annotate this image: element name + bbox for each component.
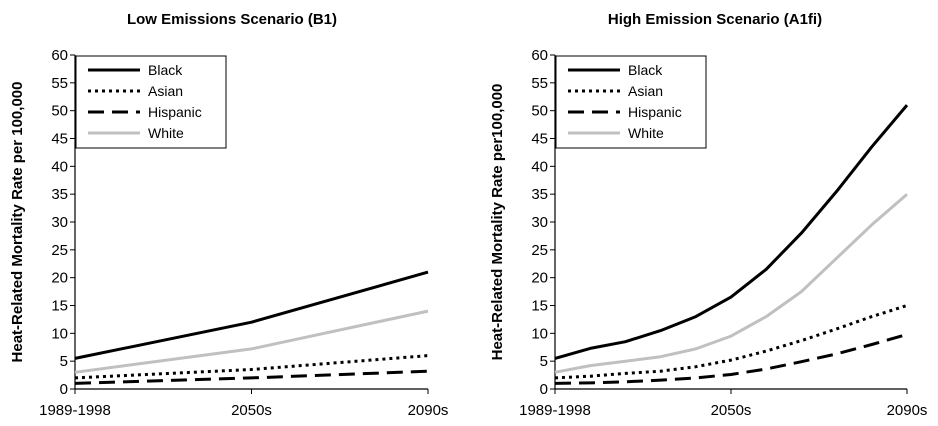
y-tick-label: 30: [51, 214, 68, 231]
y-tick-label: 30: [531, 214, 548, 231]
series-line-black: [554, 104, 909, 360]
y-tick-label: 5: [540, 353, 548, 370]
y-tick-label: 40: [51, 158, 68, 175]
x-tick-label: 2050s: [231, 402, 272, 419]
series-line-black: [74, 270, 429, 360]
legend-label-hispanic: Hispanic: [628, 104, 682, 120]
x-tick-label: 1989-1998: [39, 402, 111, 419]
y-tick-label: 45: [531, 131, 548, 148]
y-tick-label: 15: [51, 298, 68, 315]
series-line-hispanic: [554, 332, 908, 385]
y-tick-label: 35: [531, 186, 548, 203]
y-tick-label: 55: [51, 75, 68, 92]
y-tick-label: 10: [531, 325, 548, 342]
chart-1: Low Emissions Scenario (B1) Heat-Related …: [9, 11, 448, 419]
y-tick-label: 0: [540, 381, 548, 398]
y-tick-label: 10: [51, 325, 68, 342]
y-tick-label: 25: [531, 242, 548, 259]
x-tick-label: 2050s: [711, 402, 752, 419]
legend: Black Asian Hispanic White: [75, 55, 227, 149]
legend-label-white: White: [628, 125, 664, 141]
x-tick-label: 2090s: [887, 402, 928, 419]
y-tick-label: 55: [531, 75, 548, 92]
series-line-white: [74, 309, 429, 374]
y-tick-label: 35: [51, 186, 68, 203]
y-tick-label: 40: [531, 158, 548, 175]
legend-label-hispanic: Hispanic: [148, 104, 202, 120]
y-tick-label: 20: [531, 270, 548, 287]
y-tick-label: 60: [531, 47, 548, 64]
y-tick-label: 5: [60, 353, 68, 370]
y-tick-label: 25: [51, 242, 68, 259]
y-tick-label: 0: [60, 381, 68, 398]
series-line-asian: [554, 304, 908, 380]
y-tick-label: 20: [51, 270, 68, 287]
y-tick-label: 60: [51, 47, 68, 64]
legend-label-black: Black: [148, 62, 183, 78]
chart-title: High Emission Scenario (A1fi): [608, 11, 822, 28]
y-axis-label: Heat-Related Mortality Rate per100,000: [489, 84, 506, 361]
y-tick-label: 45: [51, 131, 68, 148]
legend-label-white: White: [148, 125, 184, 141]
y-tick-label: 15: [531, 298, 548, 315]
legend: Black Asian Hispanic White: [555, 55, 707, 149]
x-tick-label: 1989-1998: [519, 402, 591, 419]
series-line-hispanic: [74, 369, 429, 385]
series-line-asian: [74, 354, 429, 380]
legend-label-asian: Asian: [628, 83, 663, 99]
legend-label-asian: Asian: [148, 83, 183, 99]
legend-label-black: Black: [628, 62, 663, 78]
y-tick-label: 50: [51, 103, 68, 120]
series-line-white: [554, 193, 908, 374]
x-tick-label: 2090s: [408, 402, 449, 419]
y-tick-label: 50: [531, 103, 548, 120]
chart-title: Low Emissions Scenario (B1): [127, 11, 337, 28]
chart-2: High Emission Scenario (A1fi) Heat-Relate…: [489, 11, 927, 419]
y-axis-label: Heat-Related Mortality Rate per 100,000: [9, 82, 26, 363]
